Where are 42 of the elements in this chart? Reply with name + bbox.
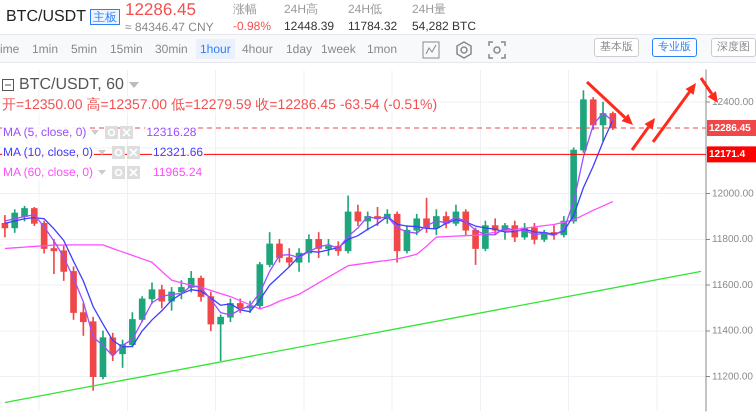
text: MA (60, close, 0) <box>2 165 94 179</box>
text: ime <box>0 42 20 56</box>
text: 12286.45 <box>125 0 196 19</box>
y-tick-label: 11600.00 <box>712 280 754 291</box>
text: BTC/USDT <box>6 8 86 26</box>
annotation: 12321.66 <box>152 145 204 159</box>
text: 主板 <box>90 9 120 25</box>
ref-line-label: 12171.4 <box>709 149 746 160</box>
text: 24H低 <box>348 2 382 16</box>
candlestick <box>50 239 58 274</box>
annotation: 12316.28 <box>145 125 198 139</box>
text: 12448.39 <box>284 19 334 33</box>
text: 24H量 <box>412 2 446 16</box>
text: 专业版 <box>652 38 697 57</box>
y-tick-label: 11400.00 <box>712 326 754 337</box>
text: 24H高 <box>284 2 318 16</box>
y-tick-label: 12000.00 <box>712 188 754 200</box>
y-tick-label: 11200.00 <box>712 371 754 382</box>
text: 1day <box>286 42 312 56</box>
text: 深度图 <box>711 38 756 57</box>
ref-line-label: 12286.45 <box>709 122 752 134</box>
y-tick-label: 12400.00 <box>712 96 754 108</box>
text: 开=12350.00 高=12357.00 低=12279.59 收=12286.45 -63.54 (-0.51%) <box>2 96 438 114</box>
text: 54,282 BTC <box>412 19 476 33</box>
y-tick-label: 11800.00 <box>712 234 754 246</box>
text: MA (5, close, 0) <box>2 125 88 139</box>
annotation: 11965.24 <box>152 165 204 179</box>
text: 基本版 <box>594 38 639 57</box>
text: MA (10, close, 0) <box>2 145 94 159</box>
text: 11784.32 <box>348 19 398 33</box>
text: 5min <box>71 42 98 56</box>
text: ≈ 84346.47 CNY <box>125 20 214 34</box>
text: 1hour <box>196 39 235 59</box>
text: 30min <box>155 42 188 56</box>
text: -0.98% <box>233 19 272 33</box>
text: 涨幅 <box>233 2 257 16</box>
chart-title: BTC/USDT, 60 <box>19 76 124 94</box>
text: 1mon <box>367 42 398 56</box>
text: 1week <box>321 42 356 56</box>
text: 15min <box>110 42 143 56</box>
text: 1min <box>32 42 58 56</box>
text: 4hour <box>242 42 273 56</box>
